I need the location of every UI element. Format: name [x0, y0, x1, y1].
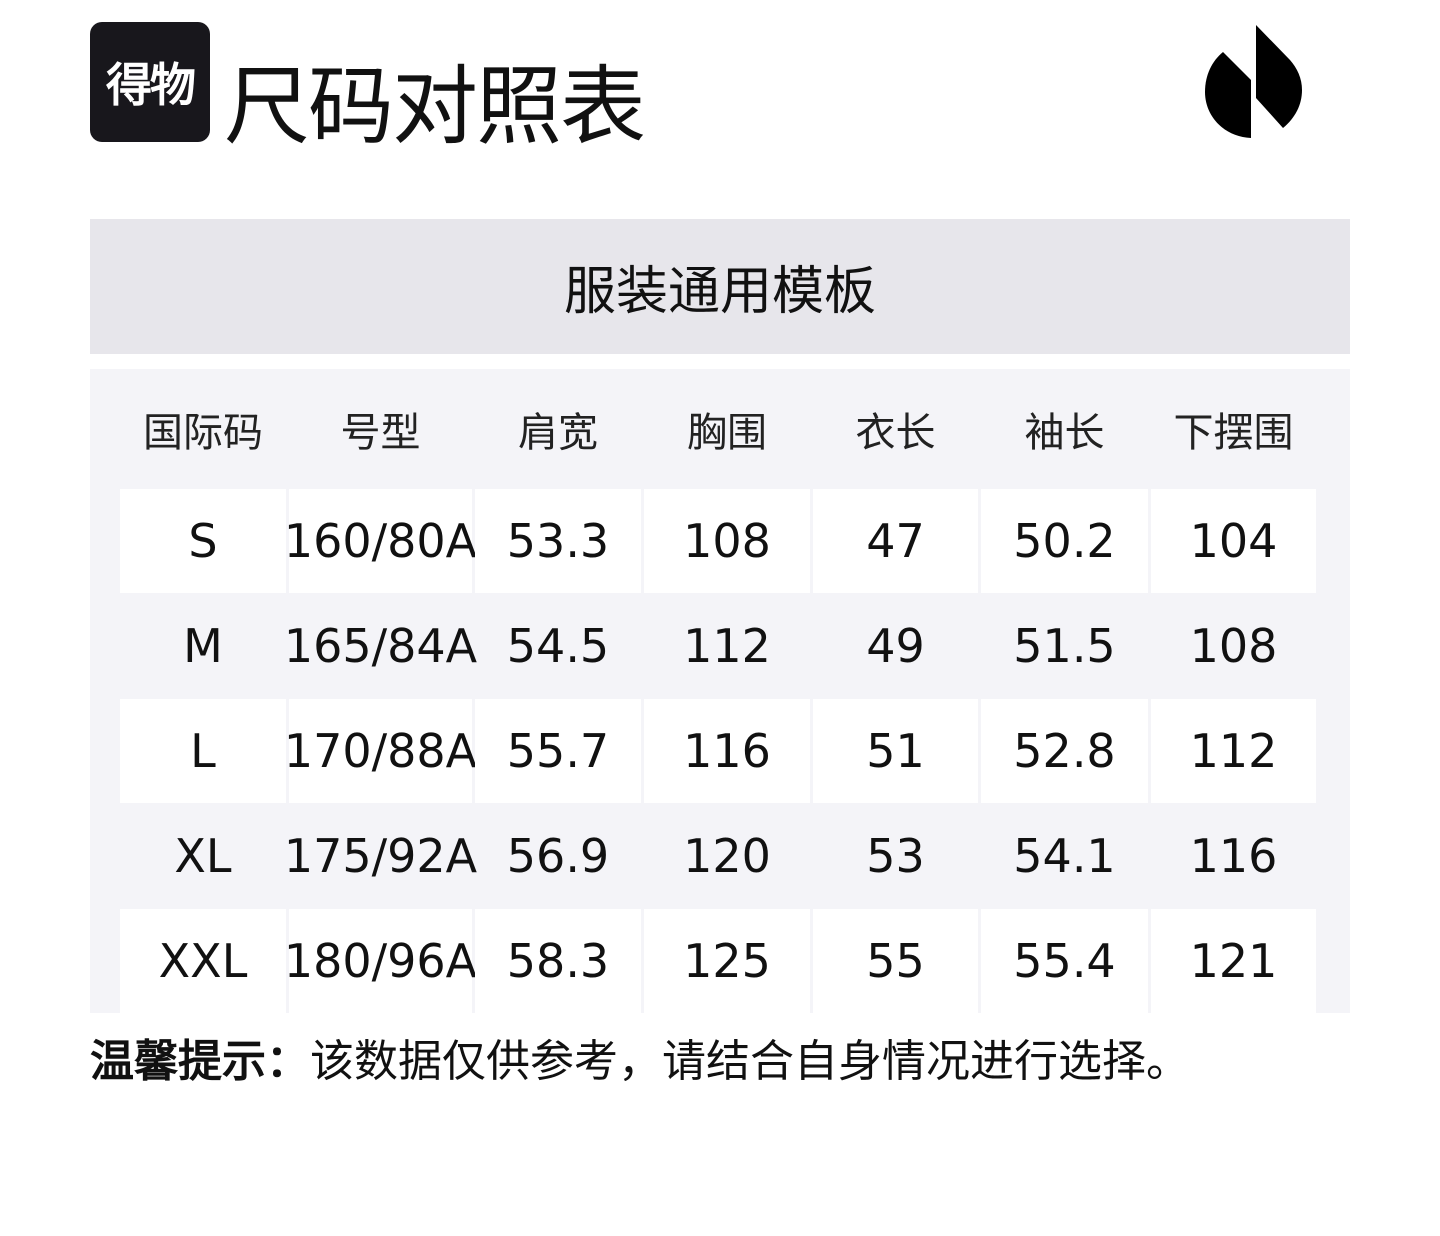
table-cell: 55.4: [981, 909, 1148, 1013]
table-cell: 125: [644, 909, 810, 1013]
tip-note: 温馨提示：该数据仅供参考，请结合自身情况进行选择。: [90, 1030, 1190, 1094]
table-cell: 116: [644, 699, 810, 803]
table-cell: 160/80A: [284, 489, 477, 593]
table-cell: 52.8: [981, 699, 1148, 803]
brand-logo-text: 得物: [106, 58, 196, 112]
table-cell: 47: [813, 489, 978, 593]
table-cell: XL: [174, 829, 232, 883]
table-cell: 170/88A: [284, 699, 477, 803]
table-cell: 180/96A: [284, 909, 477, 1013]
table-cell: 104: [1151, 489, 1316, 593]
tip-text: 该数据仅供参考，请结合自身情况进行选择。: [310, 1036, 1190, 1087]
size-table: 国际码 号型 肩宽 胸围 衣长 袖长 下摆围 S 160/80A 53.3 108 47 50.2 104…: [90, 369, 1350, 1013]
table-cell: L: [120, 699, 286, 803]
table-cell: 54.5: [506, 619, 610, 673]
table-cell: 58.3: [475, 909, 641, 1013]
table-cell: S: [120, 489, 286, 593]
table-cell: 55.7: [475, 699, 641, 803]
table-cell: 165/84A: [283, 619, 478, 673]
column-header: 胸围: [687, 410, 767, 456]
table-cell: 56.9: [506, 829, 610, 883]
table-cell: 116: [1189, 829, 1278, 883]
tip-label: 温馨提示：: [90, 1036, 310, 1087]
table-cell: 108: [1189, 619, 1278, 673]
column-header: 肩宽: [518, 410, 598, 456]
table-cell: 53: [866, 829, 925, 883]
table-cell: 112: [1151, 699, 1316, 803]
table-cell: 50.2: [981, 489, 1148, 593]
column-header: 国际码: [143, 410, 263, 456]
column-header: 下摆围: [1173, 410, 1294, 456]
table-cell: 121: [1151, 909, 1316, 1013]
table-cell: 49: [866, 619, 925, 673]
table-cell: XXL: [120, 909, 286, 1013]
table-cell: 108: [644, 489, 810, 593]
table-cell: 51: [813, 699, 978, 803]
table-cell: 53.3: [475, 489, 641, 593]
column-header: 袖长: [1024, 410, 1105, 456]
table-cell: M: [183, 619, 223, 673]
page-title: 尺码对照表: [224, 57, 646, 157]
column-header: 号型: [340, 410, 421, 456]
template-title: 服装通用模板: [90, 219, 1350, 354]
brand-logo-badge: 得物: [90, 22, 210, 142]
table-cell: 54.1: [1013, 829, 1116, 883]
column-header: 衣长: [855, 410, 936, 456]
table-cell: 51.5: [1013, 619, 1116, 673]
table-cell: 112: [683, 619, 771, 673]
table-cell: 55: [813, 909, 978, 1013]
brand-leaf-icon: [1205, 25, 1302, 138]
table-cell: 120: [683, 829, 771, 883]
table-cell: 175/92A: [283, 829, 478, 883]
